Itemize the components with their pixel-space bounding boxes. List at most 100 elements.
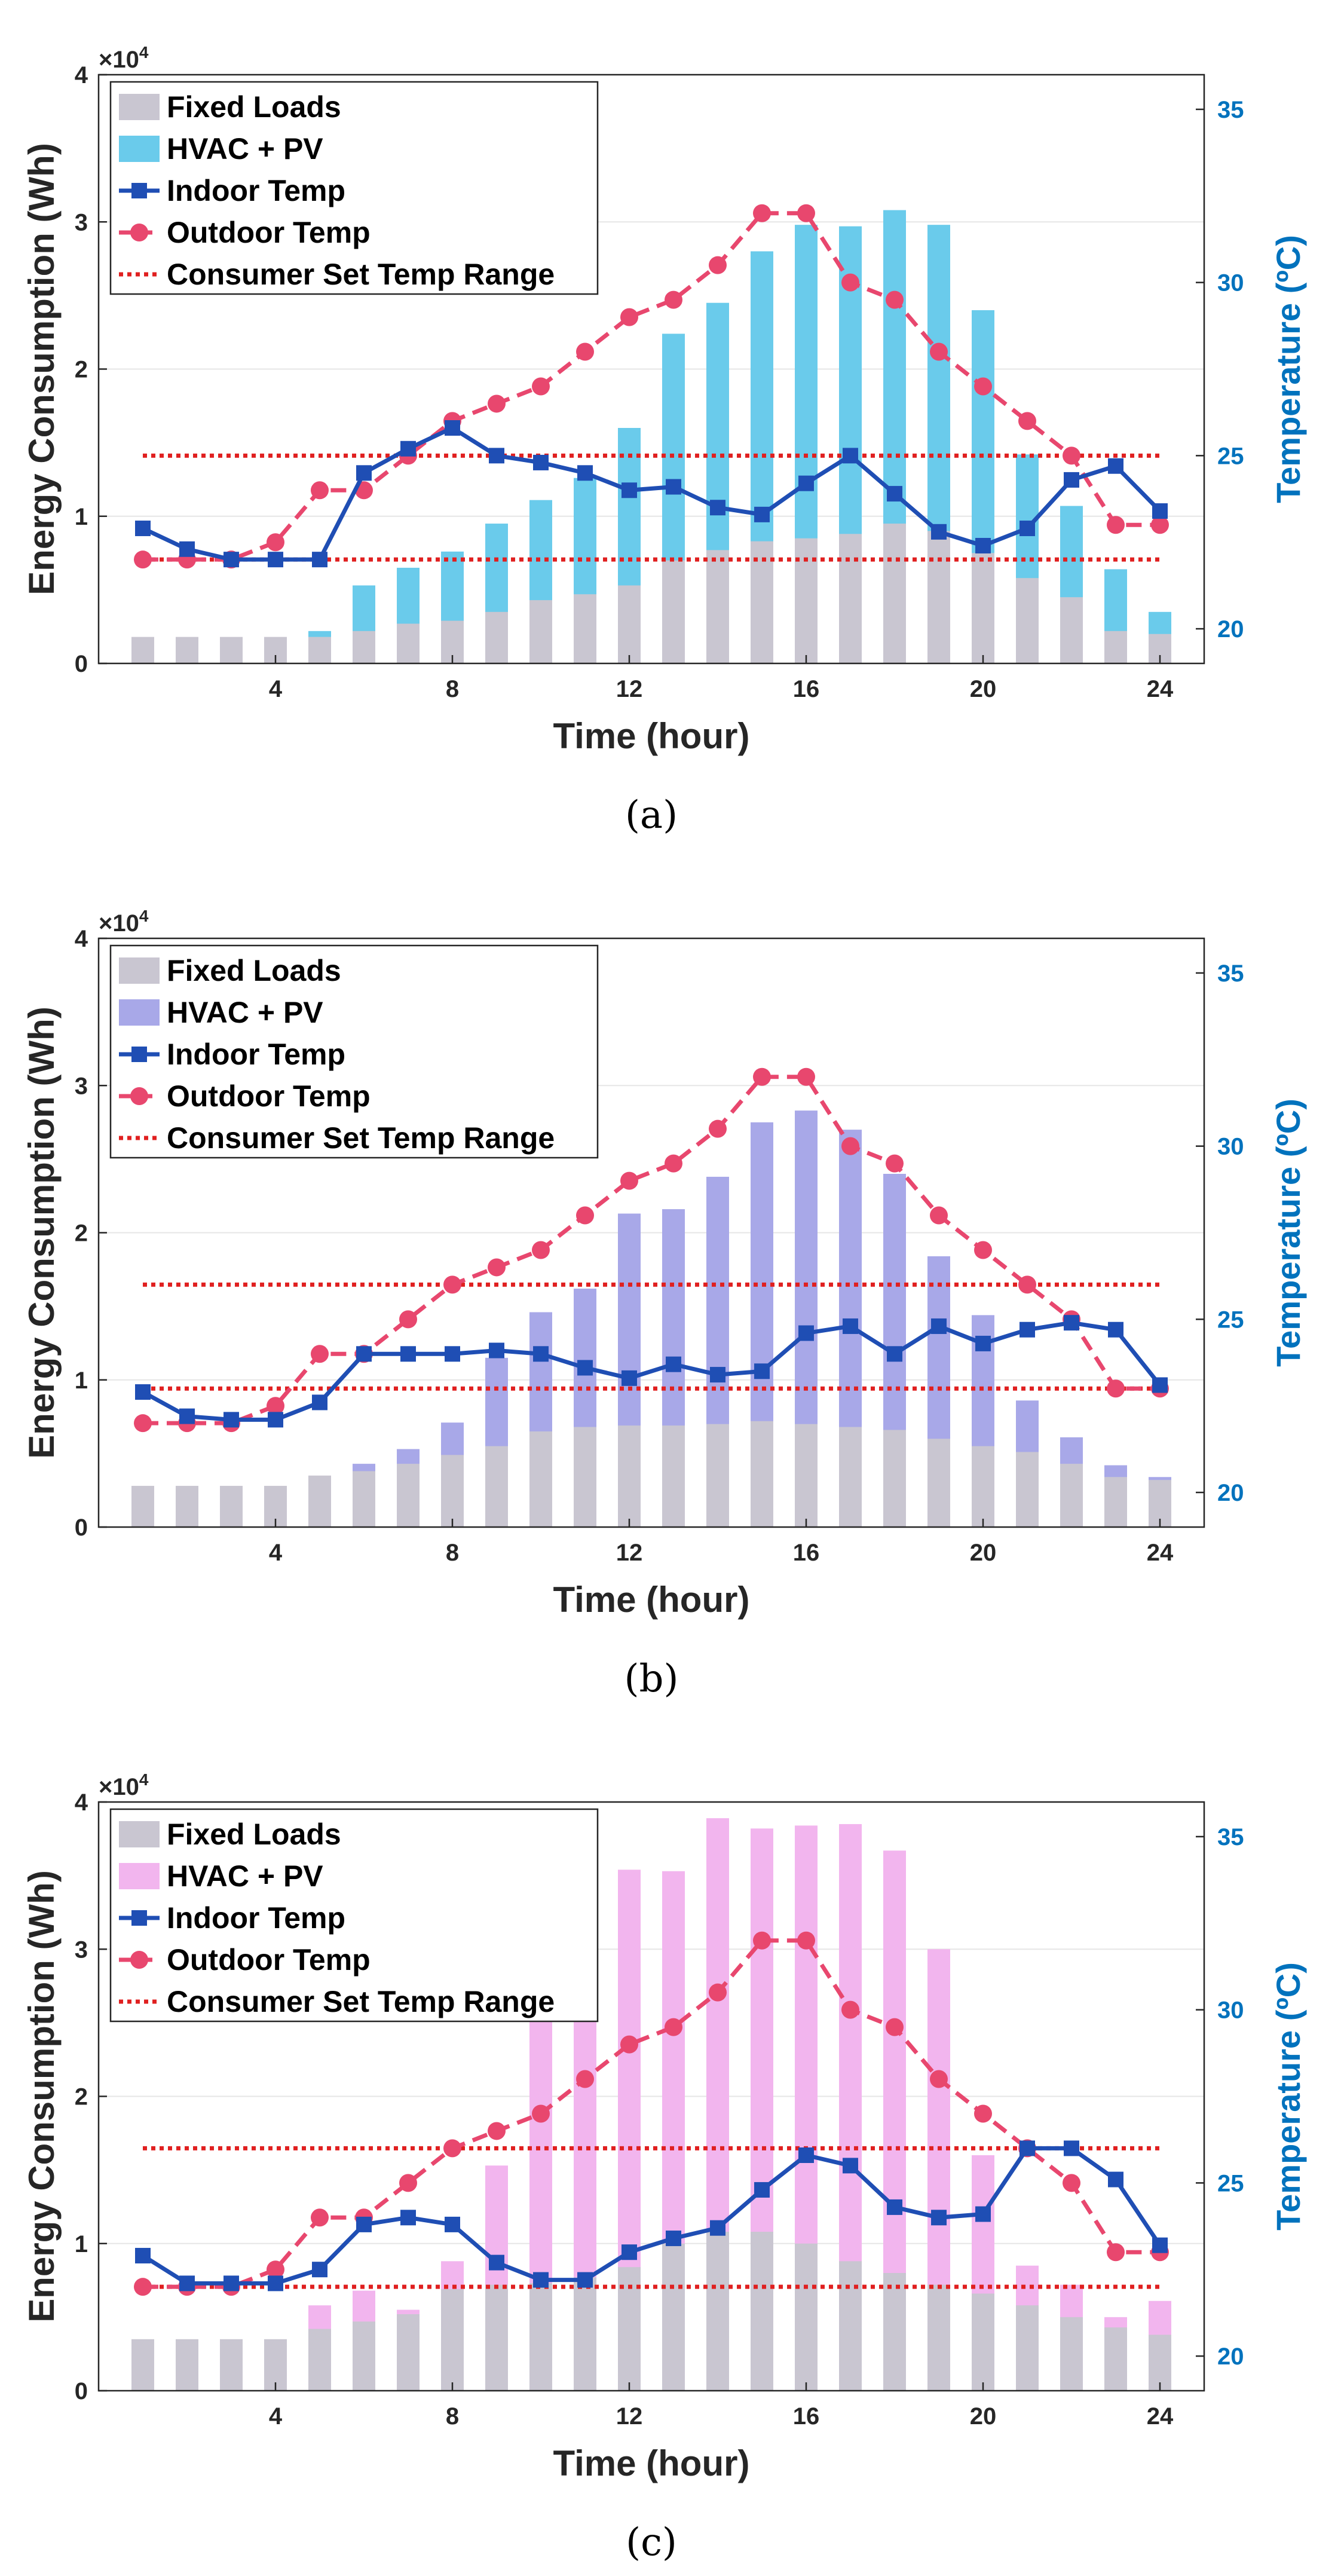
indoor-temp-marker [135,1384,151,1400]
indoor-temp-marker [356,2216,372,2232]
bar-fixed-loads [529,600,552,663]
bar-fixed-loads [397,1464,420,1527]
bar-fixed-loads [176,1486,198,1527]
y-axis-label: Energy Consumption (Wh) [22,1870,62,2323]
y-exponent-label: ×104 [99,43,149,73]
indoor-temp-marker [754,2182,770,2198]
legend-marker-indoor-temp [131,183,147,198]
bar-fixed-loads [883,524,906,663]
indoor-temp-marker [445,420,460,436]
outdoor-temp-marker [841,1137,859,1155]
panel-caption: (a) [625,793,678,837]
indoor-temp-marker [1064,1315,1079,1331]
indoor-temp-marker [1108,1321,1123,1338]
indoor-temp-marker [533,1346,549,1362]
legend-marker-indoor-temp [131,1047,147,1062]
legend-label: Fixed Loads [167,90,341,124]
legend-marker-outdoor-temp [130,1087,148,1105]
legend-label: Fixed Loads [167,954,341,987]
legend-swatch-hvac-pv [119,1863,160,1889]
indoor-temp-marker [577,2272,593,2288]
outdoor-temp-marker [399,1310,417,1329]
indoor-temp-marker [622,1370,637,1386]
outdoor-temp-marker [886,1154,904,1173]
outdoor-temp-marker [1018,1275,1036,1294]
legend-label: Consumer Set Temp Range [167,1985,555,2018]
y-tick-label: 2 [75,1220,88,1247]
x-tick-label: 16 [793,1540,820,1566]
x-tick-label: 4 [269,2403,283,2430]
y2-tick-label: 20 [1217,1480,1244,1506]
bar-fixed-loads [927,531,950,663]
outdoor-temp-marker [134,550,152,569]
indoor-temp-marker [312,552,327,568]
indoor-temp-marker [887,1346,902,1362]
outdoor-temp-marker [532,2104,550,2123]
indoor-temp-marker [533,454,549,470]
outdoor-temp-marker [1063,446,1080,465]
indoor-temp-marker [622,2244,637,2260]
legend-box [109,1808,599,2023]
outdoor-temp-line [143,1938,1160,2289]
indoor-temp-marker [489,448,504,464]
bar-fixed-loads [1016,1452,1039,1527]
indoor-temp-marker [312,1394,327,1411]
panel-caption: (c) [626,2520,677,2565]
outdoor-temp-marker [267,1397,284,1415]
bar-fixed-loads [176,2339,198,2391]
indoor-temp-marker [577,1360,593,1376]
indoor-temp-marker [843,2158,858,2174]
bar-fixed-loads [795,538,818,663]
indoor-temp-marker [224,552,239,568]
y2-axis-label: Temperature (ºC) [1269,1962,1307,2231]
panel-caption: (b) [624,1657,679,1701]
indoor-temp-marker [1064,2140,1079,2156]
legend-swatch-hvac-pv [119,999,160,1026]
outdoor-temp-marker [399,2174,417,2192]
outdoor-temp-marker [620,308,638,326]
indoor-temp-marker [224,1412,239,1428]
bar-fixed-loads [1104,1477,1127,1527]
y-tick-label: 4 [75,926,88,952]
indoor-temp-marker [268,1412,283,1428]
bar-fixed-loads [795,2243,818,2391]
y-tick-label: 1 [75,504,88,530]
outdoor-temp-marker [311,2208,329,2227]
bar-fixed-loads [176,637,198,663]
indoor-temp-marker [400,1346,416,1362]
bar-fixed-loads [1060,597,1083,663]
x-tick-label: 4 [269,676,283,702]
indoor-temp-marker [710,1367,725,1383]
bar-fixed-loads [441,1455,464,1527]
x-tick-label: 20 [970,676,997,702]
outdoor-temp-marker [1107,516,1125,534]
indoor-temp-marker [975,1335,991,1351]
bar-fixed-loads [972,553,994,663]
x-tick-label: 4 [269,1540,283,1566]
bar-fixed-loads [308,2329,331,2391]
legend-label: Consumer Set Temp Range [167,1121,555,1155]
y2-axis-label: Temperature (ºC) [1269,1099,1307,1367]
bar-fixed-loads [751,541,773,663]
legend-swatch-fixed-loads [119,94,160,120]
outdoor-temp-marker [1107,1379,1125,1398]
x-tick-label: 24 [1147,1540,1174,1566]
outdoor-temp-marker [886,2018,904,2036]
bar-fixed-loads [308,1475,331,1527]
indoor-temp-marker [1152,1377,1168,1393]
indoor-temp-marker [445,1346,460,1362]
bar-fixed-loads [1104,631,1127,663]
outdoor-temp-marker [753,1931,771,1950]
legend: Fixed Loads HVAC + PV Indoor Temp Outdoor T… [109,81,599,295]
outdoor-temp-marker [753,1067,771,1086]
bar-fixed-loads [131,637,154,663]
bar-fixed-loads [662,2243,685,2391]
indoor-temp-marker [489,2254,504,2271]
bar-fixed-loads [839,2261,862,2391]
bar-fixed-loads [529,1431,552,1527]
bar-fixed-loads [397,2314,420,2391]
indoor-temp-marker [400,440,416,457]
outdoor-temp-marker [267,2260,284,2279]
y-tick-label: 0 [75,1515,88,1541]
